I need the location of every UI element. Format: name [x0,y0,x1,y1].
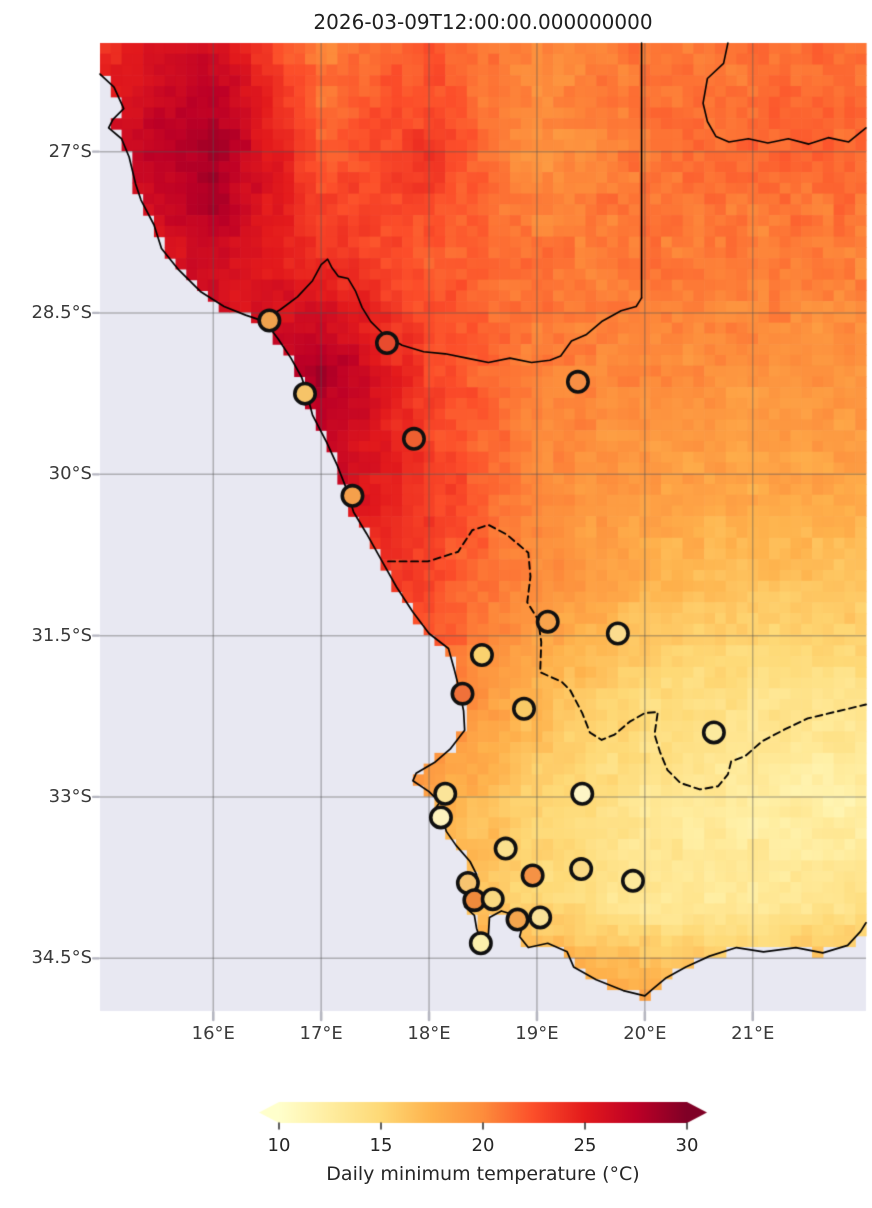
plot-title: 2026-03-09T12:00:00.000000000 [313,10,653,34]
x-tick-label: 21°E [731,1023,775,1044]
y-tick-label: 30°S [48,463,92,485]
x-tick-label: 20°E [623,1023,667,1044]
colorbar-label: Daily minimum temperature (°C) [326,1163,640,1185]
y-tick-label: 34.5°S [31,947,92,969]
y-tick-label: 27°S [48,140,92,162]
x-tick-label: 17°E [299,1023,343,1044]
colorbar-tick-label: 20 [471,1135,495,1156]
x-tick-label: 19°E [515,1023,559,1044]
colorbar-tick-label: 15 [369,1135,393,1156]
colorbar-tick-label: 10 [267,1135,291,1156]
y-tick-label: 28.5°S [31,301,92,323]
colorbar-tick-label: 25 [573,1135,597,1156]
x-tick-label: 18°E [407,1023,451,1044]
y-tick-label: 33°S [48,785,92,807]
y-tick-label: 31.5°S [31,624,92,646]
x-tick-label: 16°E [191,1023,235,1044]
colorbar-tick-label: 30 [675,1135,699,1156]
